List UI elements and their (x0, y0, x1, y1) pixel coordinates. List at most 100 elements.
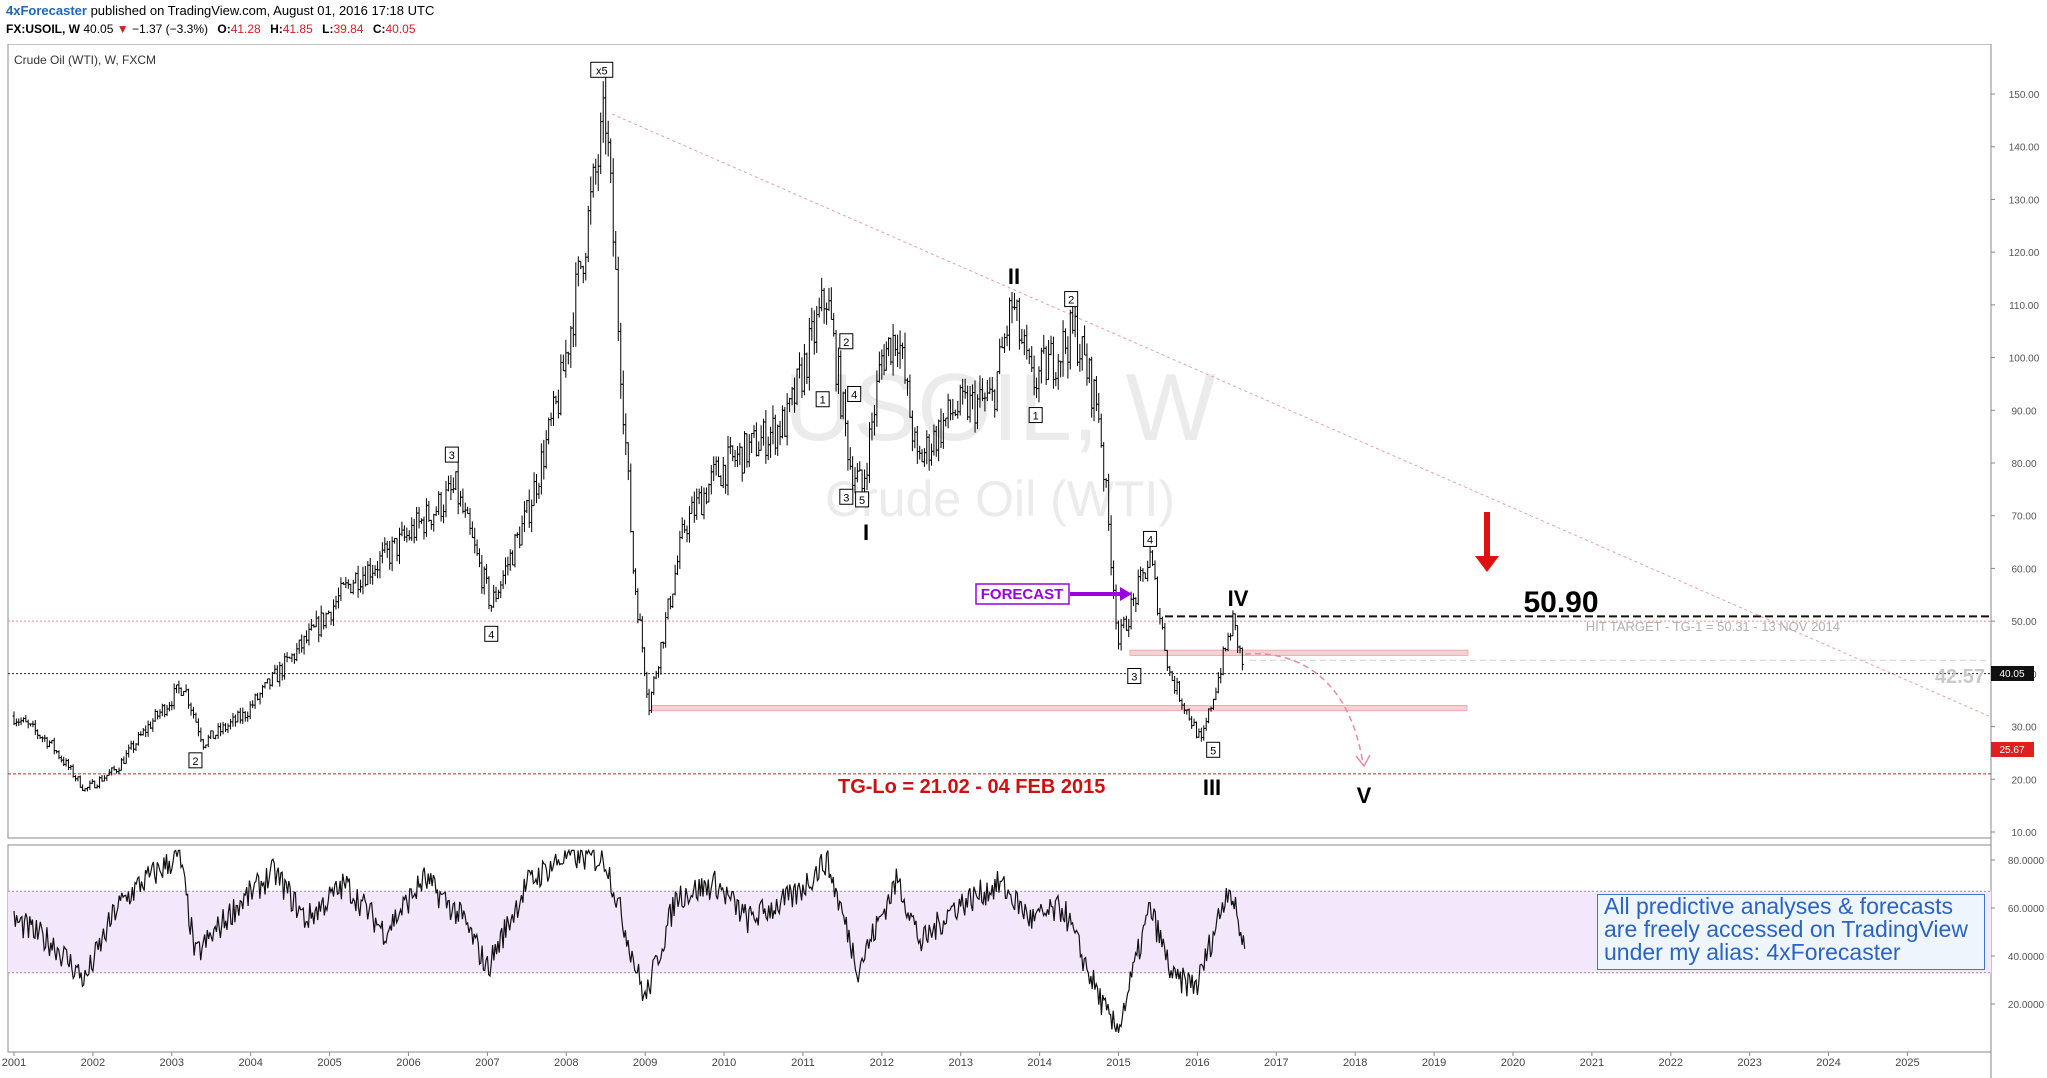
price-tick-label: 30.00 (2011, 723, 2036, 734)
wave-box-3 (839, 488, 854, 505)
down-arrow-icon (1475, 556, 1499, 572)
publish-line: 4xForecaster published on TradingView.co… (6, 3, 434, 18)
wave-label-III: III (1203, 775, 1221, 800)
wave-box-4-2015-text: 4 (1147, 534, 1153, 546)
wave-box-3-early-text: 3 (449, 450, 455, 462)
year-tick-label: 2022 (1659, 1057, 1683, 1069)
wave-box-2b-text: 2 (1068, 295, 1074, 307)
rsi-line (13, 848, 1246, 1033)
rsi-tick-label: 80.0000 (2008, 856, 2045, 867)
projection-trendline (611, 113, 1992, 718)
published-text: published on TradingView.com, August 01,… (90, 3, 435, 18)
wave-box-4-2015 (1143, 530, 1158, 547)
symbol-label: FX:USOIL, W (6, 22, 80, 36)
forecast-path (1244, 652, 1364, 765)
low-price-tag-text: 25.67 (1999, 745, 2024, 756)
year-tick-label: 2014 (1027, 1057, 1051, 1069)
forecast-box (975, 583, 1070, 605)
price-tick-label: 90.00 (2011, 406, 2036, 417)
wave-box-5-2016 (1206, 741, 1221, 758)
wave-box-2-text: 2 (843, 337, 849, 349)
wave-box-2b (1064, 291, 1079, 308)
time-axis[interactable]: 2001 2002 2003 2004 2005 2006 2007 2008 2009 2010… (2, 1052, 1920, 1069)
year-tick-label: 2019 (1422, 1057, 1446, 1069)
year-tick-label: 2023 (1737, 1057, 1761, 1069)
change-down-icon: ▼ (116, 22, 129, 36)
price-tick-label: 20.00 (2011, 775, 2036, 786)
year-tick-label: 2020 (1501, 1057, 1525, 1069)
wave-box-2-early (188, 752, 203, 769)
watermark-name: Crude Oil (WTI) (825, 471, 1175, 527)
wave-box-3-text: 3 (843, 492, 849, 504)
year-tick-label: 2010 (712, 1057, 736, 1069)
wave-box-2-early-text: 2 (192, 756, 198, 768)
price-change: −1.37 (−3.3%) (131, 22, 209, 36)
price-tick-label: 70.00 (2011, 512, 2036, 523)
year-tick-label: 2018 (1343, 1057, 1367, 1069)
price-tick-label: 140.00 (2009, 143, 2040, 154)
resistance-zone (1129, 649, 1469, 656)
year-tick-label: 2021 (1580, 1057, 1604, 1069)
year-tick-label: 2025 (1895, 1057, 1919, 1069)
ohlc-line: FX:USOIL, W 40.05 ▼ −1.37 (−3.3%) O:41.2… (6, 22, 416, 36)
chart-title: Crude Oil (WTI), W, FXCM (14, 53, 156, 67)
support-zone (651, 705, 1468, 712)
price-tick-label: 110.00 (2009, 301, 2039, 312)
info-line-2: are freely accessed on TradingView (1604, 916, 1968, 942)
price-tick-label: 150.00 (2009, 90, 2040, 101)
high-value: 41.85 (282, 22, 313, 36)
year-tick-label: 2011 (791, 1057, 815, 1069)
rsi-axis[interactable]: 80.0000 60.0000 40.0000 20.0000 (1991, 856, 2045, 1011)
low-label: L: (322, 22, 334, 36)
publisher-link[interactable]: 4xForecaster (6, 3, 87, 18)
year-tick-label: 2016 (1185, 1057, 1209, 1069)
wave-box-5-2016-text: 5 (1210, 745, 1216, 757)
year-tick-label: 2024 (1816, 1057, 1840, 1069)
level-4257-text: 42.57 (1935, 666, 1985, 688)
low-value: 39.84 (333, 22, 364, 36)
year-tick-label: 2005 (317, 1057, 341, 1069)
forecast-arrowhead (1355, 754, 1371, 768)
wave-box-3-2015-text: 3 (1131, 671, 1137, 683)
year-tick-label: 2006 (396, 1057, 420, 1069)
wave-box-1 (815, 391, 830, 408)
rsi-tick-label: 60.0000 (2008, 904, 2045, 915)
price-axis[interactable]: 150.00 140.00 130.00 120.00 110.00 100.00 90.0… (1991, 90, 2040, 839)
price-chart[interactable]: USOIL, W Crude Oil (WTI) Crude Oil (WTI)… (0, 44, 2047, 1078)
open-value: 41.28 (230, 22, 261, 36)
price-tick-label: 130.00 (2009, 195, 2040, 206)
open-label: O: (217, 22, 231, 36)
high-label: H: (270, 22, 283, 36)
price-tick-label: 60.00 (2011, 564, 2036, 575)
last-price-tag (1991, 666, 2034, 681)
last-price-tag-text: 40.05 (1999, 669, 2024, 680)
year-tick-label: 2007 (475, 1057, 499, 1069)
wave-box-4-early (484, 625, 499, 642)
year-tick-label: 2012 (870, 1057, 894, 1069)
info-box: All predictive analyses & forecasts are … (1597, 894, 1985, 970)
wave-label-I: I (863, 520, 869, 545)
last-price: 40.05 (83, 22, 114, 36)
forecast-arrowhead-icon (1120, 587, 1132, 601)
rsi-tick-label: 20.0000 (2008, 1000, 2045, 1011)
target-value: 50.90 (1523, 586, 1598, 619)
wave-label-V: V (1357, 783, 1372, 808)
price-tick-label: 10.00 (2011, 828, 2036, 839)
wave-label-II: II (1008, 264, 1020, 289)
wave-box-1b (1028, 407, 1043, 424)
rsi-tick-label: 40.0000 (2008, 952, 2045, 963)
low-price-tag (1991, 742, 2034, 757)
close-label: C: (372, 22, 386, 36)
wave-box-4-early-text: 4 (488, 629, 494, 641)
wave-box-3-early (444, 446, 459, 463)
price-tick-label: 80.00 (2011, 459, 2036, 470)
year-tick-label: 2015 (1106, 1057, 1130, 1069)
wave-label-IV: IV (1228, 586, 1249, 611)
year-tick-label: 2017 (1264, 1057, 1288, 1069)
year-tick-label: 2002 (81, 1057, 105, 1069)
chart-header: 4xForecaster published on TradingView.co… (0, 0, 2047, 44)
price-tick-label: 120.00 (2009, 248, 2040, 259)
wave-box-5-text: 5 (859, 495, 865, 507)
price-tick-label: 100.00 (2009, 354, 2040, 365)
